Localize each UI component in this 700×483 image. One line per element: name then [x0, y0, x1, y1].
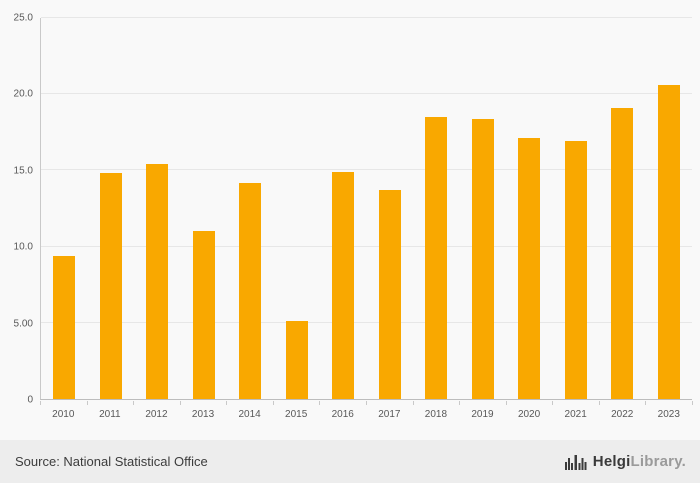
y-tick-label: 15.0: [13, 165, 33, 177]
x-tick-label: 2014: [238, 409, 261, 420]
bar-column: [227, 18, 274, 399]
x-tick-mark: [645, 401, 647, 405]
x-tick-mark: [272, 401, 274, 405]
x-tick-label: 2011: [99, 409, 121, 420]
x-tick-label: 2013: [191, 409, 215, 420]
logo-text-library: Library.: [630, 453, 686, 470]
x-tick-mark: [505, 401, 507, 405]
y-tick-label: 25.0: [13, 12, 33, 24]
x-tick-label: 2015: [285, 409, 308, 420]
y-axis: 25.0 20.0 15.0 10.0 5.00 0: [0, 13, 40, 406]
y-tick-label: 0: [27, 394, 33, 406]
x-tick-mark: [366, 401, 367, 405]
bar-column: [41, 18, 88, 399]
bar-2010: [53, 255, 76, 399]
x-tick-label: 2021: [564, 409, 587, 420]
gridline: [41, 17, 692, 18]
logo-text: HelgiLibrary.: [593, 453, 686, 470]
x-axis: 2010 2011 2012 2013 2014 2015 2016 2017 2018 2019…: [40, 401, 692, 429]
y-tick-label: 20.0: [13, 88, 33, 100]
x-tick-mark: [692, 401, 693, 405]
x-tick-mark: [552, 401, 554, 405]
x-tick-mark: [226, 401, 228, 405]
helgi-library-logo[interactable]: HelgiLibrary.: [564, 453, 686, 470]
x-tick-mark: [459, 401, 461, 405]
bar-2018: [425, 117, 448, 399]
x-tick-mark: [133, 401, 135, 405]
bar-2011: [99, 173, 122, 399]
x-tick-mark: [319, 401, 321, 405]
y-tick-label: 10.0: [13, 241, 33, 253]
x-tick-mark: [40, 401, 41, 405]
x-tick-mark: [412, 401, 414, 405]
bar-2016: [332, 171, 355, 399]
logo-text-helgi: Helgi: [592, 453, 631, 470]
x-tick-label: 2019: [471, 409, 494, 420]
gridline: [41, 245, 692, 247]
bar-2020: [518, 138, 541, 399]
bar-2022: [611, 107, 634, 399]
x-tick-label: 2022: [611, 409, 634, 420]
bar-column: [460, 18, 507, 399]
bridge-icon: [564, 454, 587, 470]
plot-area: [40, 17, 692, 400]
x-tick-label: 2016: [331, 409, 354, 420]
x-ticks: [40, 401, 693, 406]
bar-2021: [564, 141, 587, 399]
bar-column: [367, 18, 414, 399]
x-tick-label: 2018: [424, 409, 448, 420]
x-tick-mark: [86, 401, 88, 405]
x-tick-label: 2017: [378, 409, 401, 420]
gridline: [41, 169, 692, 171]
x-tick-mark: [598, 401, 600, 405]
bar-2019: [471, 118, 494, 399]
bar-2014: [239, 182, 262, 399]
x-tick-label: 2010: [52, 409, 75, 420]
bar-2015: [285, 321, 308, 399]
x-tick-mark: [179, 401, 181, 405]
gridline: [41, 321, 692, 323]
bar-column: [320, 18, 367, 399]
source-text: Source: National Statistical Office: [15, 454, 208, 469]
bar-column: [413, 18, 460, 399]
bar-column: [181, 18, 228, 399]
bar-column: [553, 18, 600, 399]
bar-column: [134, 18, 181, 399]
bar-column: [646, 18, 693, 399]
bar-column: [506, 18, 553, 399]
bar-2023: [657, 85, 680, 399]
gridline: [41, 93, 692, 95]
y-tick-label: 5.00: [13, 318, 33, 330]
footer-bar: Source: National Statistical Office Helg…: [0, 440, 700, 483]
bar-2012: [146, 164, 169, 399]
x-tick-label: 2023: [657, 409, 680, 420]
bars-row: [41, 18, 692, 399]
x-tick-label: 2012: [145, 409, 168, 420]
bar-column: [88, 18, 135, 399]
bar-2013: [192, 231, 215, 399]
bar-2017: [378, 190, 401, 399]
bar-column: [274, 18, 321, 399]
x-tick-label: 2020: [517, 409, 541, 420]
bar-column: [599, 18, 646, 399]
